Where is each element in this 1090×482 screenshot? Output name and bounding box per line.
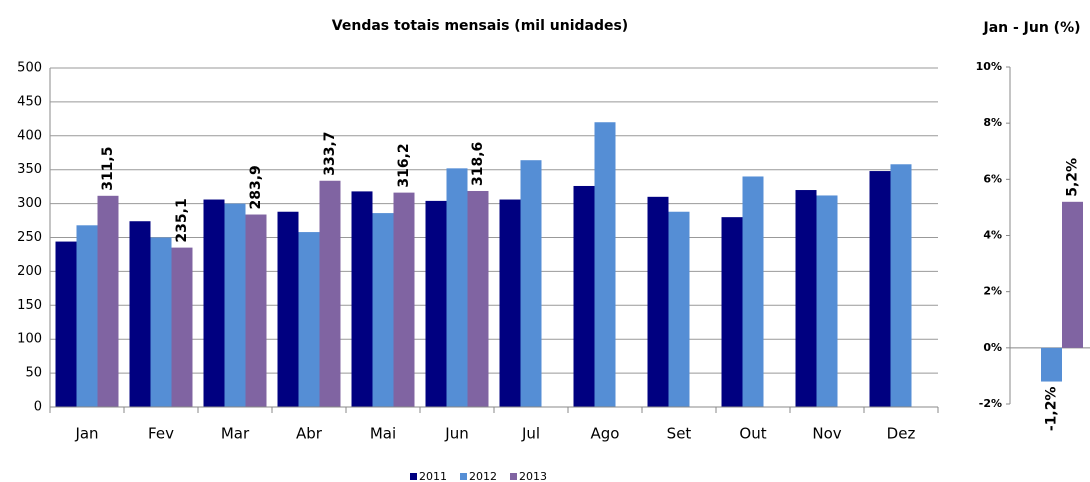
data-label: 318,6 (470, 142, 486, 186)
bar (393, 192, 415, 407)
legend-swatch (460, 473, 467, 480)
y-tick-label: 0% (983, 341, 1002, 354)
y-tick-label: 50 (25, 366, 42, 381)
bar (467, 190, 489, 407)
bar (372, 213, 394, 407)
data-label: 316,2 (396, 143, 412, 187)
bar (425, 200, 447, 407)
y-tick-label: -2% (979, 397, 1002, 410)
data-label: 5,2% (1065, 158, 1081, 197)
y-tick-label: 350 (17, 162, 42, 177)
chart-title: Vendas totais mensais (mil unidades) (332, 18, 628, 34)
data-label: -1,2% (1044, 387, 1060, 432)
x-tick-label: Jun (444, 425, 468, 443)
bar (351, 191, 373, 407)
bar (573, 185, 595, 407)
bar (55, 241, 77, 407)
bar (277, 211, 299, 407)
x-tick-label: Jul (521, 425, 540, 443)
bar (224, 203, 246, 407)
bar (890, 164, 912, 407)
legend-swatch (410, 473, 417, 480)
data-label: 283,9 (248, 165, 264, 209)
x-tick-label: Jan (74, 425, 98, 443)
bar (446, 168, 468, 407)
bar (245, 214, 267, 407)
x-tick-label: Set (667, 425, 692, 443)
x-tick-label: Mai (370, 425, 396, 443)
x-tick-label: Abr (296, 425, 323, 443)
y-tick-label: 200 (17, 264, 42, 279)
bar (647, 196, 669, 407)
bar (150, 237, 172, 407)
bar (816, 195, 838, 407)
data-label: 311,5 (100, 147, 116, 191)
bar (203, 199, 225, 407)
y-tick-label: 2% (983, 285, 1002, 298)
bar (129, 221, 151, 407)
bar (594, 122, 616, 408)
legend-label: 2012 (469, 470, 497, 482)
bar (795, 190, 817, 407)
x-tick-label: Mar (221, 425, 250, 443)
bar (742, 176, 764, 407)
y-tick-label: 8% (983, 116, 1002, 129)
bar (721, 217, 743, 407)
legend-swatch (510, 473, 517, 480)
y-tick-label: 400 (17, 128, 42, 143)
bar (1041, 347, 1062, 382)
y-tick-label: 6% (983, 172, 1002, 185)
data-label: 333,7 (322, 131, 338, 175)
data-label: 235,1 (174, 198, 190, 242)
legend-label: 2013 (519, 470, 547, 482)
y-tick-label: 100 (17, 332, 42, 347)
y-tick-label: 500 (17, 61, 42, 76)
bar (520, 160, 542, 407)
bar (97, 195, 119, 407)
bar (171, 247, 193, 407)
x-tick-label: Out (739, 425, 766, 443)
bar (668, 211, 690, 407)
y-tick-label: 10% (976, 60, 1002, 73)
y-tick-label: 300 (17, 196, 42, 211)
bar (869, 171, 891, 407)
bar (499, 199, 521, 407)
y-tick-label: 4% (983, 229, 1002, 242)
bar (1062, 201, 1083, 348)
y-tick-label: 0 (34, 400, 42, 415)
y-tick-label: 250 (17, 230, 42, 245)
x-tick-label: Ago (591, 425, 620, 443)
legend-label: 2011 (419, 470, 447, 482)
bar (76, 225, 98, 407)
x-tick-label: Nov (812, 425, 841, 443)
x-tick-label: Dez (887, 425, 916, 443)
y-tick-label: 150 (17, 298, 42, 313)
y-tick-label: 450 (17, 94, 42, 109)
chart-title: Jan - Jun (%) (982, 20, 1080, 36)
bar (319, 180, 341, 407)
bar (298, 232, 320, 407)
x-tick-label: Fev (148, 425, 174, 443)
